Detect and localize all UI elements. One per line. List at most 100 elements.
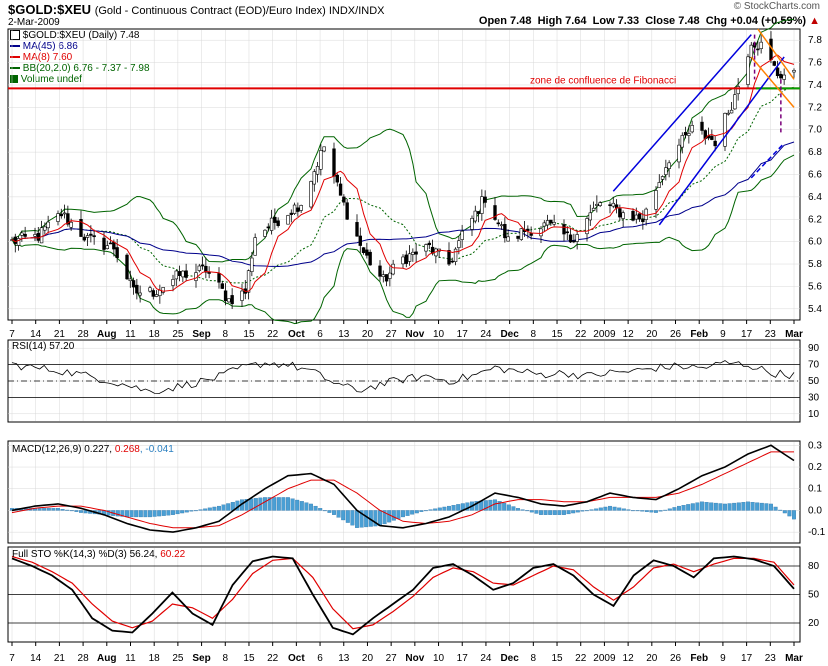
candle-body xyxy=(338,183,343,196)
candle-body xyxy=(148,287,152,292)
candle-body xyxy=(542,222,546,227)
macd-histogram-bar xyxy=(580,510,585,512)
candle-body xyxy=(611,202,615,207)
candle-body xyxy=(634,214,638,220)
candle-body xyxy=(276,220,280,226)
macd-histogram-bar xyxy=(617,507,622,511)
macd-histogram-bar xyxy=(161,510,166,516)
candle-body xyxy=(115,247,119,258)
macd-histogram-bar xyxy=(769,503,773,511)
fibonacci-annotation: zone de confluence de Fibonacci xyxy=(530,75,676,86)
candle-body xyxy=(200,264,205,267)
candle-body xyxy=(240,290,244,301)
macd-histogram-bar xyxy=(290,498,295,511)
sto-k-line xyxy=(11,555,795,636)
x-tick-label: 17 xyxy=(741,329,753,340)
x-tick-label: Sep xyxy=(192,653,210,664)
x-tick-label: Feb xyxy=(690,653,708,664)
macd-histogram-bar xyxy=(447,505,451,511)
price-y-tick-label: 7.8 xyxy=(808,35,822,46)
macd-histogram-bar xyxy=(152,510,157,517)
price-y-tick-label: 6.8 xyxy=(808,147,822,158)
candle-body xyxy=(723,113,727,147)
candle-body xyxy=(16,238,21,246)
rsi-title: RSI(14) 57.20 xyxy=(12,341,75,352)
candle-body xyxy=(131,280,136,288)
candle-body xyxy=(223,290,228,302)
x-tick-label: 27 xyxy=(386,329,398,340)
macd-hist-value: , -0.041 xyxy=(140,444,174,455)
candle-body xyxy=(779,73,783,79)
price-y-tick-label: 7.2 xyxy=(808,102,822,113)
candle-swatch-icon xyxy=(10,30,20,41)
candle-body xyxy=(151,290,155,297)
candle-body xyxy=(690,125,694,133)
x-tick-label: Aug xyxy=(97,653,116,664)
x-tick-label: 13 xyxy=(338,329,350,340)
price-y-tick-label: 7.4 xyxy=(808,80,822,91)
candle-body xyxy=(59,213,63,217)
candle-body xyxy=(69,221,73,228)
x-tick-label: 25 xyxy=(172,653,184,664)
candle-body xyxy=(154,294,159,297)
candle-body xyxy=(660,176,665,180)
x-tick-label: 23 xyxy=(765,653,777,664)
candle-body xyxy=(263,229,267,237)
macd-histogram-bar xyxy=(355,510,359,528)
candle-body xyxy=(39,227,44,244)
bb-middle-line xyxy=(11,86,795,284)
macd-histogram-bar xyxy=(171,510,175,515)
quote-high: High 7.64 xyxy=(537,15,587,27)
macd-histogram-bar xyxy=(612,506,617,511)
legend-label: MA(8) 7.60 xyxy=(22,52,73,63)
candle-body xyxy=(312,171,316,185)
candle-body xyxy=(220,283,224,289)
sto-d-value: 60.22 xyxy=(160,549,185,560)
x-tick-label: Sep xyxy=(192,329,210,340)
candle-body xyxy=(447,250,451,265)
macd-histogram-bar xyxy=(603,506,608,511)
x-tick-label: Mar xyxy=(785,653,803,664)
candle-body xyxy=(177,271,182,276)
macd-histogram-bar xyxy=(244,499,249,511)
macd-histogram-bar xyxy=(51,508,56,511)
x-tick-label: 17 xyxy=(741,653,753,664)
x-tick-label: 8 xyxy=(222,329,228,340)
x-tick-label: 14 xyxy=(30,653,42,664)
candle-body xyxy=(595,203,599,206)
quote-close: Close 7.48 xyxy=(645,15,700,27)
candle-body xyxy=(230,295,234,305)
macd-title: MACD(12,26,9) 0.227, 0.268, -0.041 xyxy=(12,444,174,455)
macd-histogram-bar xyxy=(143,510,148,518)
macd-histogram-bar xyxy=(65,509,70,511)
macd-histogram-bar xyxy=(373,510,378,527)
macd-histogram-bar xyxy=(773,506,778,511)
x-tick-label: 28 xyxy=(78,653,90,664)
macd-histogram-bar xyxy=(322,510,327,512)
x-tick-label: 24 xyxy=(480,329,492,340)
candle-body xyxy=(85,235,90,238)
candle-body xyxy=(470,217,474,230)
macd-histogram-bar xyxy=(746,501,750,511)
down-channel-lower-line xyxy=(750,56,795,108)
rsi-y-tick-label: 10 xyxy=(808,409,820,420)
candle-body xyxy=(736,86,740,95)
macd-histogram-bar xyxy=(189,510,194,512)
candle-body xyxy=(378,265,382,277)
candle-body xyxy=(453,248,458,262)
candle-body xyxy=(181,270,185,278)
macd-histogram-bar xyxy=(778,509,783,511)
candle-body xyxy=(13,236,17,244)
macd-histogram-bar xyxy=(106,510,111,516)
candle-body xyxy=(368,251,372,266)
rsi-y-tick-label: 50 xyxy=(808,376,820,387)
macd-line xyxy=(11,444,795,533)
candle-body xyxy=(56,213,60,222)
candle-body xyxy=(759,41,763,49)
macd-histogram-bar xyxy=(782,510,787,514)
macd-histogram-bar xyxy=(350,510,355,526)
candle-body xyxy=(125,254,129,280)
exchange-text: INDX/INDX xyxy=(328,5,385,17)
candle-body xyxy=(384,274,389,282)
candle-body xyxy=(112,241,116,250)
